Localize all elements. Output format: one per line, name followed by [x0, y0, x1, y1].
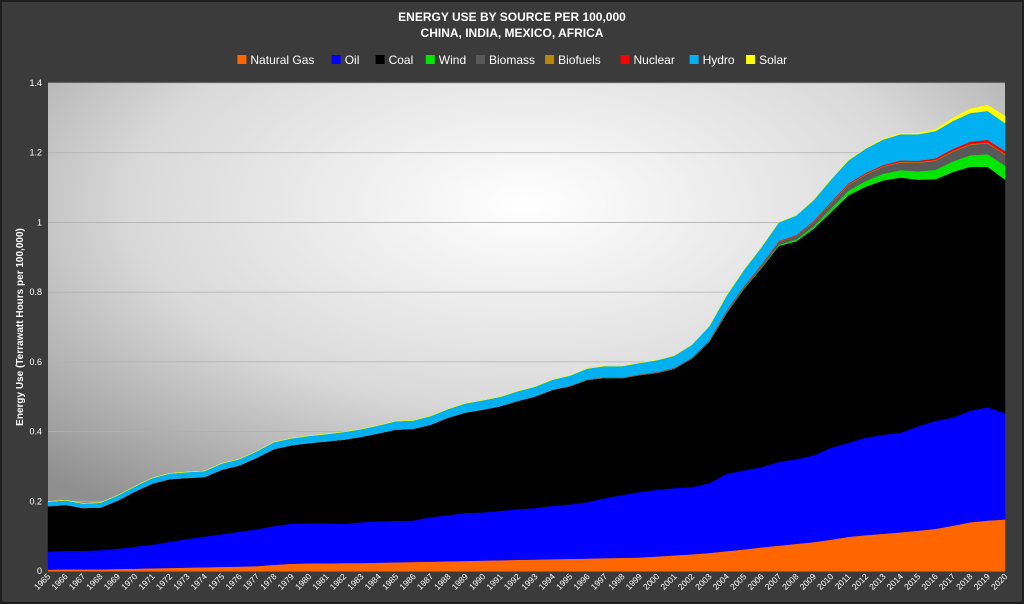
legend-label: Solar — [759, 53, 787, 67]
y-tick-label: 1.2 — [29, 148, 42, 158]
legend-swatch-oil — [331, 55, 341, 64]
y-tick-label: 0.8 — [29, 287, 42, 297]
legend-swatch-nuclear — [620, 55, 630, 64]
legend-swatch-wind — [425, 55, 435, 64]
legend-label: Wind — [439, 53, 466, 67]
legend-swatch-biomass — [476, 55, 485, 64]
legend-swatch-natural-gas — [237, 55, 247, 64]
legend: Natural Gas Oil Coal Wind Biomass Biofuels Nuc… — [237, 53, 787, 67]
y-tick-label: 0.2 — [29, 496, 42, 506]
y-tick-label: 1.4 — [29, 78, 42, 88]
legend-swatch-coal — [375, 55, 385, 64]
chart-title: ENERGY USE BY SOURCE PER 100,000 — [398, 10, 626, 24]
y-axis-ticks: 0 0.2 0.4 0.6 0.8 1 1.2 1.4 — [29, 78, 42, 576]
y-tick-label: 0 — [37, 566, 42, 576]
legend-label: Biomass — [489, 53, 535, 67]
legend-label: Oil — [345, 53, 360, 67]
stacked-areas — [47, 105, 1006, 572]
legend-swatch-solar — [746, 55, 756, 64]
legend-swatch-hydro — [689, 55, 699, 64]
legend-label: Biofuels — [558, 53, 601, 67]
y-tick-label: 0.6 — [29, 357, 42, 367]
legend-label: Natural Gas — [250, 53, 314, 67]
chart-subtitle: CHINA, INDIA, MEXICO, AFRICA — [421, 26, 604, 40]
legend-label: Nuclear — [634, 53, 675, 67]
legend-swatch-biofuels — [545, 55, 555, 64]
legend-label: Coal — [389, 53, 414, 67]
y-tick-label: 0.4 — [29, 427, 42, 437]
area-solar — [47, 105, 1006, 504]
legend-label: Hydro — [703, 53, 735, 67]
y-tick-label: 1 — [37, 217, 42, 227]
y-axis-label: Energy Use (Terrawatt Hours per 100,000) — [15, 228, 26, 426]
